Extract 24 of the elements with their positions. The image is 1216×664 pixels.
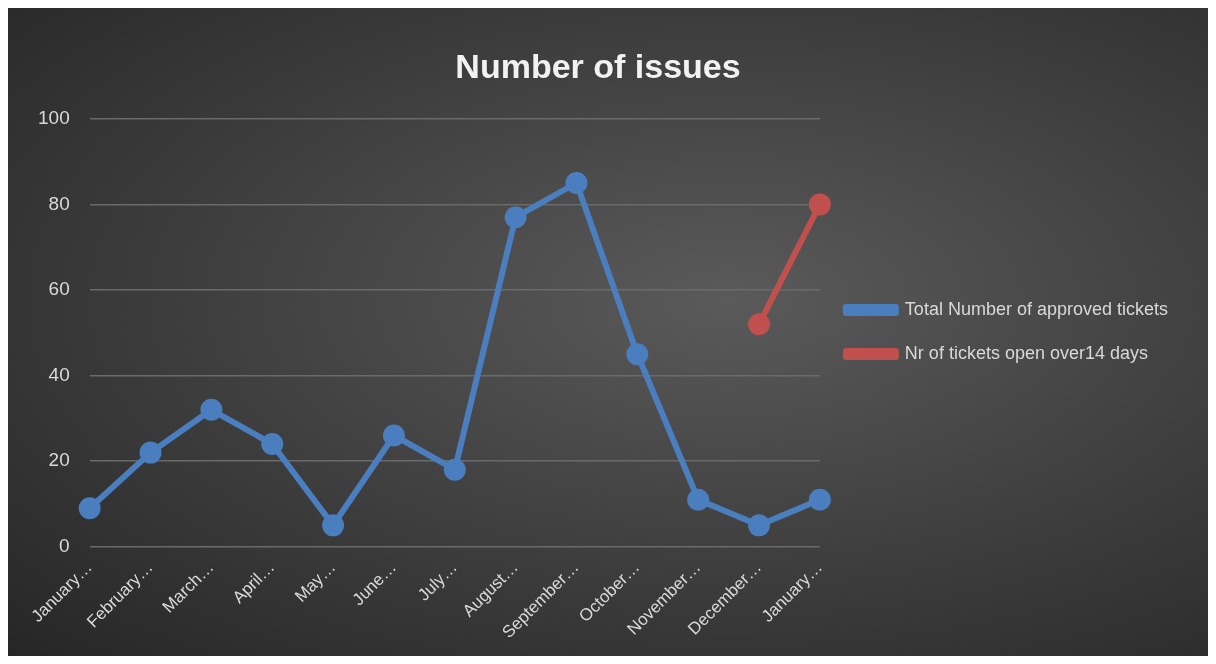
point — [626, 343, 649, 366]
point — [78, 497, 101, 520]
legend-label: Nr of tickets open over14 days — [904, 342, 1148, 363]
point — [565, 171, 588, 194]
point — [748, 514, 771, 537]
y-tick-label: 100 — [38, 107, 70, 129]
y-tick-label: 80 — [48, 192, 70, 214]
point — [687, 488, 710, 511]
chart-title: Number of issues — [455, 46, 741, 85]
legend-label: Total Number of approved tickets — [904, 298, 1169, 319]
point — [504, 206, 527, 229]
y-tick-label: 20 — [48, 449, 70, 471]
point — [808, 488, 831, 511]
point — [748, 313, 771, 336]
point — [200, 398, 223, 421]
point — [261, 433, 284, 456]
point — [322, 514, 345, 537]
point — [139, 441, 162, 464]
y-tick-label: 60 — [48, 278, 70, 300]
point — [382, 424, 405, 447]
y-tick-label: 40 — [48, 363, 70, 385]
point — [808, 193, 831, 216]
y-tick-label: 0 — [59, 534, 70, 556]
point — [443, 458, 466, 481]
